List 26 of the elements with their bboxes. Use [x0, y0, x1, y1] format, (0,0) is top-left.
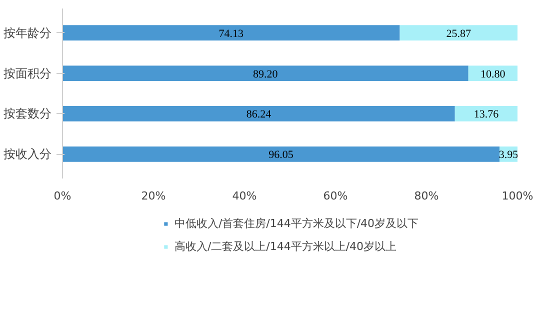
data-label: 96.05 — [268, 149, 294, 162]
bar — [62, 146, 500, 162]
legend-label: 高收入/二套及以上/144平方米以上/40岁以上 — [174, 239, 397, 254]
bar — [62, 25, 400, 40]
bar — [400, 25, 518, 40]
y-tick-label: 按收入分 — [4, 147, 52, 162]
bar — [62, 106, 455, 122]
data-label: 74.13 — [218, 28, 244, 40]
data-label: 3.95 — [498, 149, 519, 162]
x-tick-label: 100% — [502, 190, 534, 202]
bar — [62, 66, 468, 81]
data-label: 86.24 — [246, 108, 272, 121]
legend-label: 中低收入/首套住房/144平方米及以下/40岁及以下 — [174, 216, 419, 231]
x-tick-label: 60% — [323, 190, 348, 202]
y-tick-label: 按年龄分 — [4, 26, 52, 40]
y-tick-label: 按套数分 — [4, 106, 52, 121]
data-label: 10.80 — [480, 68, 506, 80]
y-tick-label: 按面积分 — [4, 66, 52, 80]
x-tick-label: 0% — [54, 190, 72, 202]
data-label: 89.20 — [253, 68, 278, 80]
x-tick-label: 20% — [141, 190, 166, 202]
x-tick-label: 80% — [414, 190, 439, 202]
bar — [454, 106, 518, 122]
data-label: 25.87 — [446, 28, 472, 40]
x-tick-label: 40% — [232, 190, 257, 202]
data-label: 13.76 — [474, 108, 500, 121]
